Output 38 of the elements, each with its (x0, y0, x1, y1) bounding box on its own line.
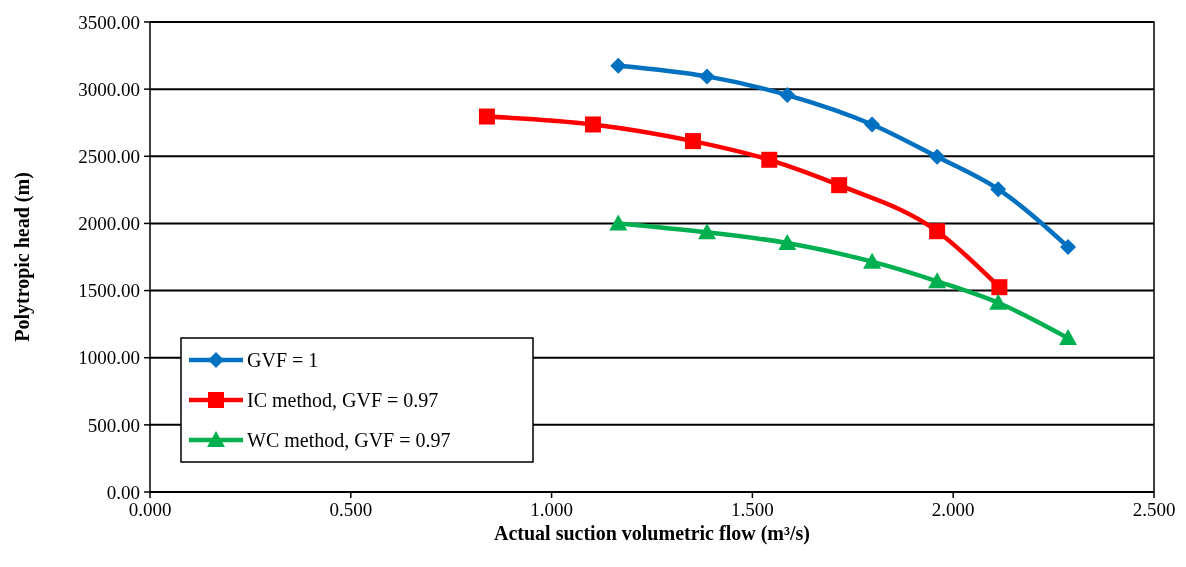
legend-label: GVF = 1 (247, 349, 319, 371)
point (864, 116, 881, 133)
point (990, 181, 1007, 198)
point (831, 177, 848, 194)
legend-label: WC method, GVF = 0.97 (247, 429, 451, 451)
point (610, 57, 627, 74)
point (609, 214, 628, 231)
point (698, 223, 717, 240)
point (929, 223, 946, 240)
y-tick-label: 3500.00 (78, 11, 140, 33)
y-tick-label: 1000.00 (78, 347, 140, 369)
y-tick-label: 500.00 (87, 414, 140, 436)
x-tick-label: 2.000 (931, 499, 975, 520)
point (584, 116, 601, 133)
legend-label: IC method, GVF = 0.97 (247, 389, 439, 411)
point (863, 252, 882, 269)
x-tick-label: 0.500 (329, 499, 373, 520)
y-tick-label: 2000.00 (78, 213, 140, 235)
y-tick-label: 2500.00 (78, 145, 140, 167)
y-tick-label: 3000.00 (78, 78, 140, 100)
x-tick-label: 1.500 (731, 499, 774, 520)
y-axis-title: Polytropic head (m) (11, 172, 34, 342)
point (684, 133, 701, 150)
point (761, 151, 778, 168)
point (929, 148, 946, 165)
point (989, 293, 1008, 310)
x-tick-label: 2.500 (1132, 499, 1176, 520)
point (478, 108, 495, 125)
point (1060, 238, 1077, 255)
point (778, 234, 797, 251)
point (928, 272, 947, 289)
point (779, 87, 796, 104)
point (1059, 329, 1078, 346)
x-tick-label: 1.000 (530, 499, 573, 520)
x-axis-title: Actual suction volumetric flow (m³/s) (494, 522, 810, 545)
point (699, 68, 716, 85)
point (991, 279, 1008, 296)
y-tick-label: 1500.00 (78, 280, 140, 302)
